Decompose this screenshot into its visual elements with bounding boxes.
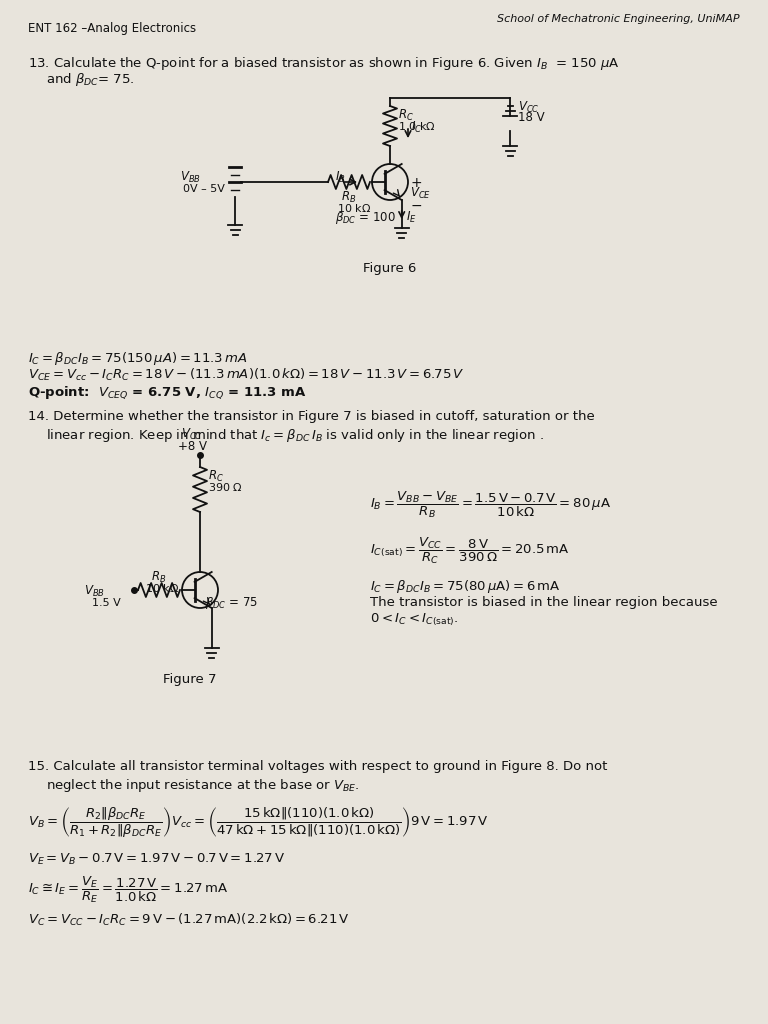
Text: $I_B$: $I_B$ [335, 170, 346, 185]
Text: Figure 6: Figure 6 [363, 262, 417, 275]
Text: $R_B$: $R_B$ [151, 570, 167, 585]
Text: 1.5 V: 1.5 V [92, 598, 121, 608]
Text: $\beta_{DC}$ = 75: $\beta_{DC}$ = 75 [205, 595, 258, 611]
Text: 10 k$\Omega$: 10 k$\Omega$ [337, 202, 371, 214]
Text: 15. Calculate all transistor terminal voltages with respect to ground in Figure : 15. Calculate all transistor terminal vo… [28, 760, 607, 773]
Text: $I_C$: $I_C$ [411, 120, 422, 135]
Text: $V_{BB}$: $V_{BB}$ [180, 170, 201, 185]
Text: $V_{CE} = V_{cc} - I_CR_C = 18\,V - (11.3\,mA)(1.0\,k\Omega) = 18\,V - 11.3\,V =: $V_{CE} = V_{cc} - I_CR_C = 18\,V - (11.… [28, 367, 465, 383]
Text: $R_C$: $R_C$ [208, 469, 224, 484]
Text: The transistor is biased in the linear region because: The transistor is biased in the linear r… [370, 596, 717, 609]
Text: 13. Calculate the Q-point for a biased transistor as shown in Figure 6. Given $I: 13. Calculate the Q-point for a biased t… [28, 55, 620, 72]
Text: 14. Determine whether the transistor in Figure 7 is biased in cutoff, saturation: 14. Determine whether the transistor in … [28, 410, 594, 423]
Text: $V_{BB}$: $V_{BB}$ [84, 584, 105, 599]
Text: ENT 162 –Analog Electronics: ENT 162 –Analog Electronics [28, 22, 196, 35]
Text: $I_C \cong I_E = \dfrac{V_E}{R_E} = \dfrac{1.27\,\mathrm{V}}{1.0\,\mathrm{k}\Ome: $I_C \cong I_E = \dfrac{V_E}{R_E} = \dfr… [28, 874, 228, 905]
Text: linear region. Keep in mind that $I_c = \beta_{DC}\,I_B$ is valid only in the li: linear region. Keep in mind that $I_c = … [46, 427, 544, 444]
Text: neglect the input resistance at the base or $V_{BE}$.: neglect the input resistance at the base… [46, 777, 359, 794]
Text: School of Mechatronic Engineering, UniMAP: School of Mechatronic Engineering, UniMA… [498, 14, 740, 24]
Text: 390 $\Omega$: 390 $\Omega$ [208, 481, 243, 493]
Text: $V_{CC}$: $V_{CC}$ [181, 427, 203, 442]
Text: $V_E = V_B - 0.7\,\mathrm{V} = 1.97\,\mathrm{V} - 0.7\,\mathrm{V} = 1.27\,\mathr: $V_E = V_B - 0.7\,\mathrm{V} = 1.97\,\ma… [28, 852, 286, 867]
Text: $V_{CC}$: $V_{CC}$ [518, 100, 539, 115]
Text: +: + [410, 176, 422, 190]
Text: $I_{C(\mathrm{sat})} = \dfrac{V_{CC}}{R_C} = \dfrac{8\,\mathrm{V}}{390\,\Omega} : $I_{C(\mathrm{sat})} = \dfrac{V_{CC}}{R_… [370, 536, 570, 566]
Text: 10 k$\Omega$: 10 k$\Omega$ [145, 582, 179, 594]
Text: $V_C = V_{CC} - I_CR_C = 9\,\mathrm{V} - (1.27\,\mathrm{mA})(2.2\,\mathrm{k}\Ome: $V_C = V_{CC} - I_CR_C = 9\,\mathrm{V} -… [28, 912, 349, 928]
Text: $I_C = \beta_{DC}I_B = 75(80\,\mu\mathrm{A}) = 6\,\mathrm{mA}$: $I_C = \beta_{DC}I_B = 75(80\,\mu\mathrm… [370, 578, 561, 595]
Text: Q-point:  $V_{CEQ}$ = 6.75 V, $I_{CQ}$ = 11.3 mA: Q-point: $V_{CEQ}$ = 6.75 V, $I_{CQ}$ = … [28, 384, 306, 400]
Text: Figure 7: Figure 7 [164, 673, 217, 686]
Text: 1.0 k$\Omega$: 1.0 k$\Omega$ [398, 120, 435, 132]
Text: $0 < I_C < I_{C(\mathrm{sat})}$.: $0 < I_C < I_{C(\mathrm{sat})}$. [370, 612, 458, 629]
Text: $-$: $-$ [410, 198, 422, 212]
Text: and $\beta_{DC}$= 75.: and $\beta_{DC}$= 75. [46, 71, 134, 88]
Text: 18 V: 18 V [518, 111, 545, 124]
Text: $V_{CE}$: $V_{CE}$ [410, 186, 431, 201]
Text: 0V – 5V: 0V – 5V [183, 184, 225, 194]
Text: $I_E$: $I_E$ [406, 210, 416, 225]
Text: $R_B$: $R_B$ [341, 190, 356, 205]
Text: $V_B = \left(\dfrac{R_2\|\beta_{DC}R_E}{R_1 + R_2\|\beta_{DC}R_E}\right)V_{cc} =: $V_B = \left(\dfrac{R_2\|\beta_{DC}R_E}{… [28, 806, 489, 840]
Text: $I_B = \dfrac{V_{BB}-V_{BE}}{R_B} = \dfrac{1.5\,\mathrm{V}-0.7\,\mathrm{V}}{10\,: $I_B = \dfrac{V_{BB}-V_{BE}}{R_B} = \dfr… [370, 490, 611, 520]
Text: $R_C$: $R_C$ [398, 108, 414, 123]
Text: +8 V: +8 V [177, 440, 207, 453]
Text: $\beta_{DC}$ = 100: $\beta_{DC}$ = 100 [335, 210, 396, 226]
Text: $I_C = \beta_{DC}I_B = 75(150\,\mu A) = 11.3\,mA$: $I_C = \beta_{DC}I_B = 75(150\,\mu A) = … [28, 350, 247, 367]
